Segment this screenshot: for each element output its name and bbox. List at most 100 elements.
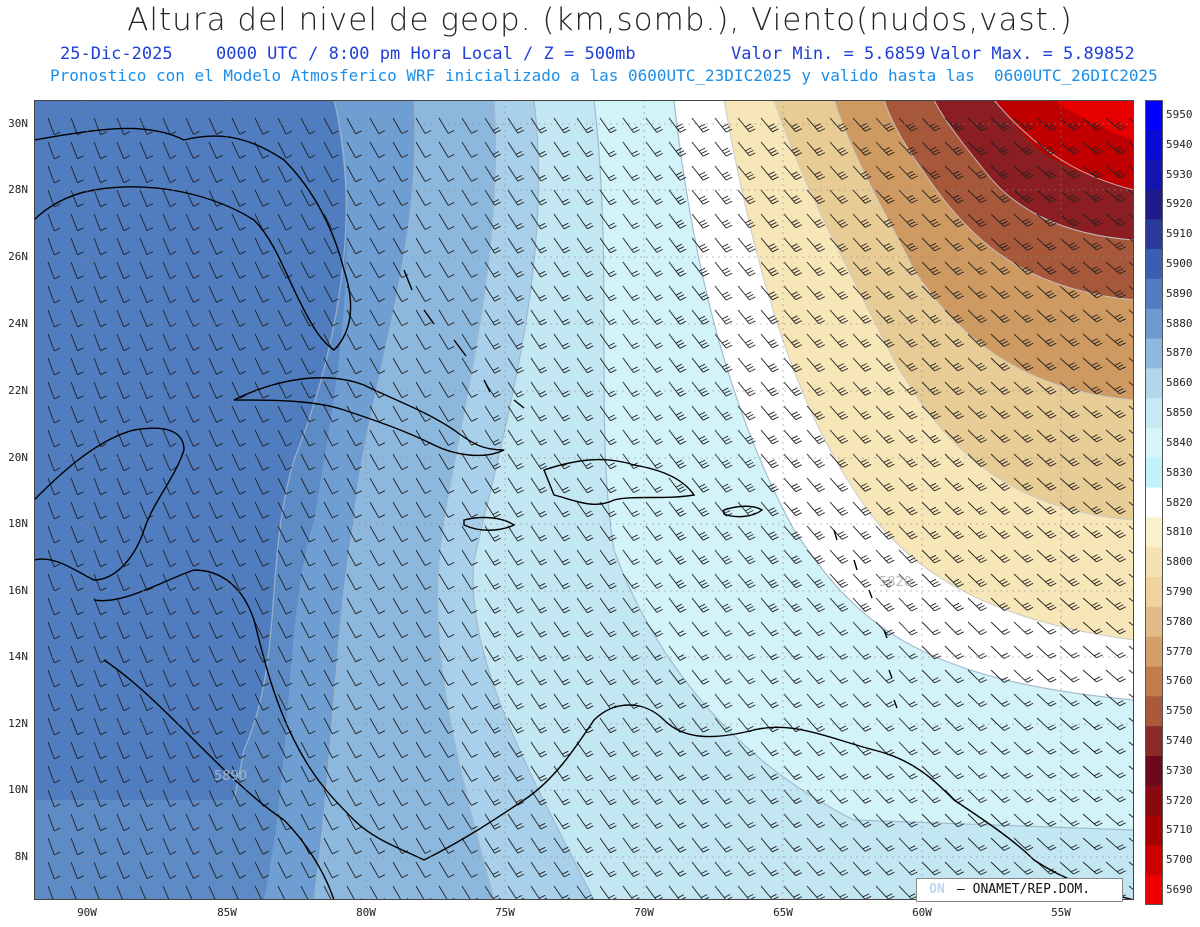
wind-barb: [714, 861, 733, 877]
wind-barb: [369, 861, 386, 879]
wind-barb: [93, 333, 107, 352]
wind-barb: [622, 621, 640, 638]
wind-barb: [323, 477, 339, 495]
wind-barb: [691, 501, 710, 517]
wind-barb: [875, 165, 895, 180]
wind-barb: [898, 141, 918, 156]
wind-barb: [898, 333, 918, 348]
colorbar-label: 5800: [1166, 555, 1193, 569]
wind-barb: [967, 261, 988, 276]
wind-barb: [1059, 597, 1080, 611]
wind-barb: [507, 477, 525, 494]
wind-barb: [70, 621, 84, 640]
wind-barb: [967, 741, 988, 756]
wind-barb: [369, 213, 386, 231]
lon-label-90w: 90W: [77, 906, 97, 919]
wind-barb: [369, 669, 386, 687]
wind-barb: [898, 165, 918, 180]
wind-barb: [852, 453, 872, 468]
wind-barb: [116, 429, 131, 448]
wind-barb: [369, 477, 386, 495]
wind-barb: [668, 573, 687, 589]
wind-barb: [47, 765, 61, 784]
wind-barb: [806, 285, 826, 301]
wind-barb: [507, 621, 525, 638]
wind-barb: [967, 621, 988, 636]
wind-barb: [346, 813, 362, 831]
wind-barb: [1036, 357, 1057, 371]
wind-barb: [461, 645, 478, 662]
wind-barb: [47, 357, 61, 376]
credit-box: ON – ONAMET/REP.DOM.: [916, 878, 1123, 902]
wind-barb: [507, 669, 525, 686]
wind-barb: [323, 573, 339, 591]
wind-barb: [1013, 333, 1034, 347]
wind-barb: [1105, 189, 1126, 203]
wind-barb: [231, 237, 246, 255]
wind-barb: [783, 669, 802, 685]
wind-barb: [162, 549, 177, 567]
colorbar-label: 5750: [1166, 704, 1193, 718]
wind-barb: [875, 861, 895, 876]
wind-barb: [1036, 597, 1057, 611]
wind-barb: [898, 573, 918, 588]
wind-barb: [576, 261, 594, 278]
wind-barb: [93, 813, 107, 832]
wind-barb: [185, 861, 200, 879]
wind-barb: [645, 477, 664, 493]
wind-barb: [668, 813, 687, 829]
wind-barb: [760, 549, 779, 565]
lon-label-65w: 65W: [773, 906, 793, 919]
colorbar-swatch: [1145, 368, 1163, 399]
wind-barb: [530, 117, 548, 134]
valor-max: Valor Max. = 5.89852: [930, 44, 1135, 64]
wind-barb: [1059, 861, 1080, 875]
wind-barb: [829, 549, 849, 564]
wind-barb: [346, 597, 362, 615]
wind-barb: [921, 501, 941, 516]
wind-barb: [668, 237, 687, 253]
wind-barb: [1036, 669, 1057, 683]
wind-barb: [530, 477, 548, 494]
wind-barb: [852, 237, 872, 252]
wind-barb: [231, 333, 246, 351]
wind-barb: [921, 237, 941, 252]
wind-barb: [254, 333, 270, 351]
wind-barb: [553, 357, 571, 374]
wind-barb: [783, 477, 802, 493]
wind-barb: [323, 261, 339, 279]
wind-barb: [392, 261, 409, 279]
wind-barb: [714, 525, 733, 541]
wind-barb: [116, 189, 131, 208]
wind-barb: [691, 141, 710, 157]
wind-barb: [829, 165, 849, 180]
wind-barb: [576, 861, 594, 878]
wind-barb: [806, 669, 826, 685]
wind-barb: [1105, 237, 1126, 251]
wind-barb: [829, 573, 849, 588]
wind-barb: [392, 333, 409, 351]
wind-barb: [806, 261, 826, 277]
band-5690: [1054, 100, 1134, 140]
wind-barb: [737, 765, 756, 781]
wind-barb: [1013, 717, 1034, 731]
wind-barb: [254, 669, 270, 687]
wind-barb: [116, 837, 131, 856]
wind-barb: [231, 501, 246, 519]
wind-barb: [346, 741, 362, 759]
wind-barb: [1105, 813, 1126, 827]
colorbar-label: 5840: [1166, 435, 1193, 449]
wind-barb: [898, 477, 918, 492]
wind-barb: [1013, 453, 1034, 467]
wind-barb: [622, 573, 640, 590]
wind-barb: [783, 621, 802, 637]
wind-barb: [323, 237, 339, 255]
wind-barb: [875, 285, 895, 300]
colorbar-swatch: [1145, 815, 1163, 846]
wind-barb: [737, 117, 756, 133]
wind-barb: [576, 309, 594, 326]
wind-barb: [668, 213, 687, 229]
wind-barb: [254, 573, 270, 591]
wind-barb: [369, 165, 386, 183]
wind-barb: [553, 525, 571, 542]
